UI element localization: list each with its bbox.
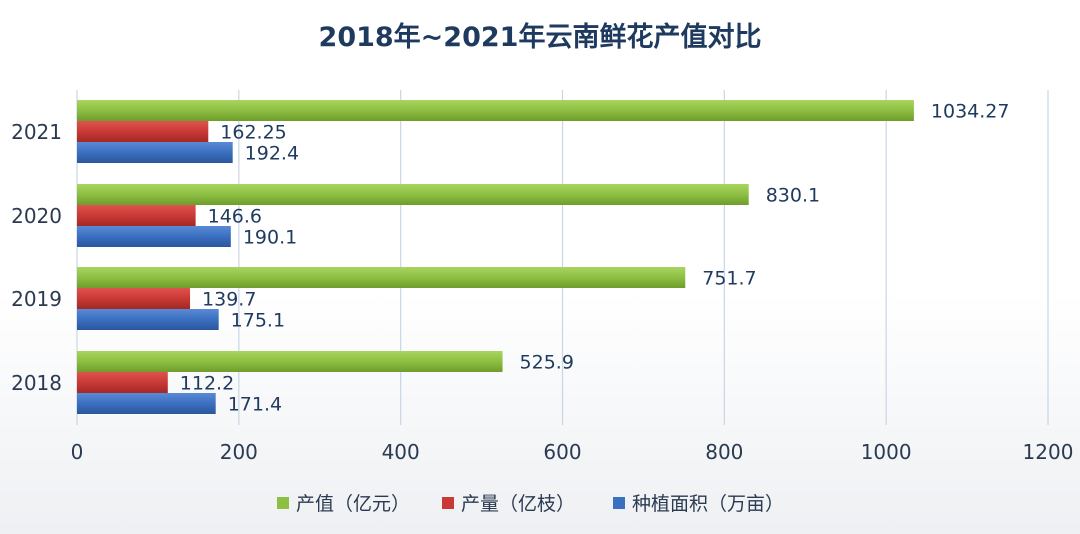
bars <box>77 100 914 414</box>
bar <box>77 267 686 288</box>
data-label: 139.7 <box>202 289 256 311</box>
data-label: 830.1 <box>766 185 820 207</box>
x-tick-label: 400 <box>382 440 420 464</box>
bar <box>77 226 231 247</box>
x-tick-label: 0 <box>71 440 84 464</box>
legend-swatch <box>613 497 625 509</box>
bar <box>77 351 503 372</box>
category-label: 2019 <box>11 287 62 311</box>
data-label: 1034.27 <box>931 101 1010 123</box>
legend-swatch <box>277 497 289 509</box>
bar <box>77 205 196 226</box>
x-tick-label: 200 <box>220 440 258 464</box>
bar <box>77 288 191 309</box>
x-tick-label: 1000 <box>861 440 912 464</box>
data-label: 192.4 <box>245 143 299 165</box>
x-tick-label: 1200 <box>1023 440 1074 464</box>
gridlines <box>76 90 1049 425</box>
data-label: 112.2 <box>180 373 234 395</box>
data-label: 146.6 <box>208 206 262 228</box>
bar <box>77 121 209 142</box>
legend: 产值（亿元） 产量（亿枝） 种植面积（万亩） <box>277 493 784 515</box>
data-label: 171.4 <box>228 394 282 416</box>
legend-label: 产量（亿枝） <box>461 493 575 515</box>
data-label: 162.25 <box>220 122 286 144</box>
bar <box>77 184 749 205</box>
category-labels: 2021 2020 2019 2018 <box>11 120 62 395</box>
category-label: 2020 <box>11 204 62 228</box>
bar <box>77 372 168 393</box>
data-label: 175.1 <box>231 310 285 332</box>
x-axis-ticks: 0 200 400 600 800 1000 1200 <box>71 440 1074 464</box>
x-tick-label: 600 <box>543 440 581 464</box>
data-label: 751.7 <box>702 268 756 290</box>
bar <box>77 100 914 121</box>
data-label: 190.1 <box>243 227 297 249</box>
category-label: 2021 <box>11 120 62 144</box>
data-label: 525.9 <box>520 352 574 374</box>
x-tick-label: 800 <box>705 440 743 464</box>
bar <box>77 393 216 414</box>
legend-label: 产值（亿元） <box>296 493 410 515</box>
category-label: 2018 <box>11 371 62 395</box>
bar <box>77 142 233 163</box>
chart-title: 2018年~2021年云南鲜花产值对比 <box>319 21 762 53</box>
legend-swatch <box>442 497 454 509</box>
legend-label: 种植面积（万亩） <box>632 493 784 515</box>
bar <box>77 309 219 330</box>
